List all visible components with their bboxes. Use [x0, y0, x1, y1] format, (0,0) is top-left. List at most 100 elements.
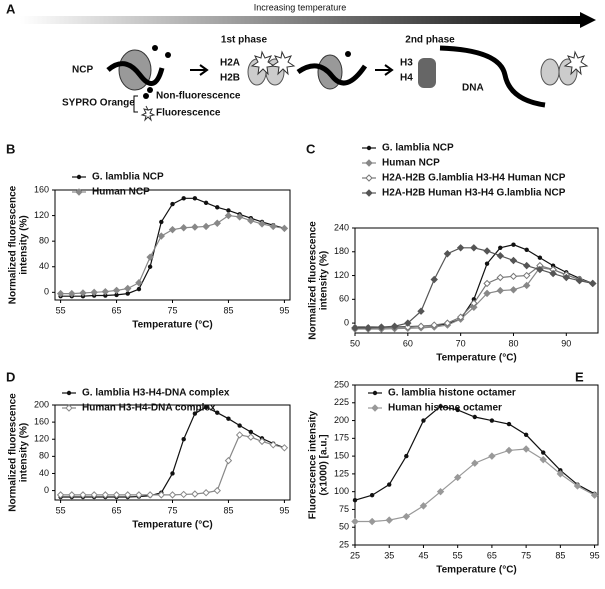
marker	[430, 275, 438, 284]
legend-text: Human H3-H4-DNA complex	[82, 403, 216, 414]
legend-text: Fluorescence	[156, 108, 221, 119]
marker	[203, 404, 209, 410]
marker	[456, 244, 465, 252]
marker	[146, 491, 154, 499]
y-axis-label: intensity (%)	[19, 215, 30, 274]
marker	[351, 324, 359, 332]
marker	[351, 517, 359, 526]
marker	[536, 265, 544, 274]
plot-frame	[54, 404, 291, 501]
dna	[439, 45, 546, 108]
x-tick-label: 95	[279, 505, 289, 515]
dna-label: DNA	[462, 83, 484, 94]
nucleosome	[106, 45, 171, 93]
marker	[68, 289, 76, 298]
y-tick-label: 125	[334, 468, 349, 478]
series-line	[355, 244, 593, 328]
legend-marker	[365, 174, 373, 182]
y-tick-label: 160	[34, 184, 49, 194]
marker	[522, 271, 531, 280]
legend-text: Human histone octamer	[388, 403, 502, 414]
marker	[541, 450, 546, 455]
dye-dot	[143, 93, 149, 99]
marker	[537, 255, 543, 260]
marker	[484, 261, 490, 266]
legend-text: G. lamblia NCP	[92, 172, 164, 183]
x-tick-label: 75	[167, 305, 177, 315]
arrow	[190, 64, 209, 76]
marker	[522, 261, 531, 270]
marker	[192, 411, 198, 416]
marker	[456, 313, 465, 321]
marker	[539, 455, 547, 464]
legend-marker	[75, 188, 83, 196]
marker	[550, 263, 556, 268]
marker	[511, 242, 516, 247]
marker	[213, 219, 221, 227]
y-tick-label: 80	[39, 451, 49, 461]
marker	[589, 279, 597, 288]
marker	[224, 211, 233, 220]
y-tick-label: 240	[334, 222, 349, 232]
x-tick-label: 45	[418, 550, 428, 560]
marker	[56, 491, 65, 499]
marker	[68, 491, 76, 499]
panel-label: E	[575, 369, 584, 384]
series-line	[60, 197, 285, 297]
y-axis-label: (x1000) [a.u.]	[319, 434, 330, 495]
y-tick-label: 100	[334, 486, 349, 496]
x-tick-label: 85	[223, 305, 233, 315]
marker	[191, 223, 199, 231]
marker	[562, 273, 571, 282]
marker	[443, 319, 452, 327]
marker	[79, 491, 87, 499]
marker	[248, 429, 254, 435]
marker	[124, 284, 132, 293]
panel-label: D	[6, 369, 15, 384]
histone-label: H2A	[220, 58, 240, 69]
marker	[470, 244, 478, 252]
x-tick-label: 65	[487, 550, 497, 560]
marker	[170, 201, 175, 207]
marker	[90, 491, 98, 499]
marker	[157, 232, 166, 240]
marker	[455, 407, 460, 413]
marker	[280, 444, 289, 452]
marker	[470, 299, 478, 307]
marker	[404, 319, 412, 327]
series-line	[354, 405, 595, 501]
marker	[417, 307, 425, 315]
y-axis-label: intensity (%)	[19, 423, 30, 482]
legend-marker	[366, 145, 372, 151]
marker	[269, 441, 277, 449]
histone-label: H2B	[220, 73, 240, 84]
marker	[509, 286, 518, 294]
tetrasome	[296, 51, 368, 90]
marker	[181, 196, 186, 201]
marker	[496, 252, 504, 260]
y-axis-label: Fluorescence intensity	[308, 410, 319, 519]
marker	[56, 289, 65, 298]
x-tick-label: 55	[56, 505, 66, 515]
marker	[280, 224, 289, 233]
marker	[226, 416, 231, 421]
marker	[213, 486, 221, 495]
legend-marker	[372, 390, 378, 396]
marker	[146, 253, 154, 261]
marker	[215, 410, 220, 415]
marker	[202, 489, 210, 497]
legend-text: Human NCP	[92, 187, 150, 198]
legend-marker	[365, 159, 373, 167]
marker	[269, 222, 277, 231]
marker	[556, 470, 565, 478]
marker	[147, 264, 153, 269]
x-axis-label: Temperature (°C)	[436, 353, 517, 364]
legend-marker	[76, 174, 82, 180]
x-tick-label: 55	[56, 305, 66, 315]
y-axis-label: Normalized fluorescence	[8, 393, 19, 512]
marker	[168, 491, 177, 499]
x-tick-label: 95	[279, 305, 289, 315]
marker	[368, 517, 376, 526]
